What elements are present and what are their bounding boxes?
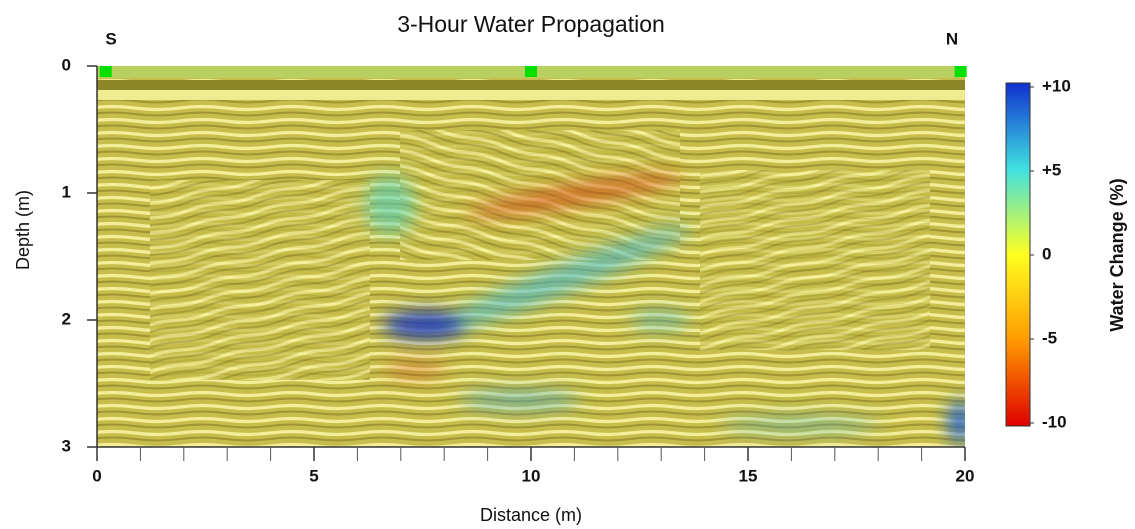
colorbar-label: Water Change (%): [1107, 178, 1127, 331]
marker: [99, 66, 112, 77]
x-tick-label: 0: [92, 466, 101, 485]
colorbar: [1005, 82, 1031, 427]
marker: [954, 66, 967, 77]
y-tick-label: 0: [62, 55, 71, 74]
x-tick-label: 10: [522, 466, 541, 485]
x-tick-label: 5: [309, 466, 318, 485]
radargram-image: [97, 66, 965, 447]
colorbar-tick-label: +10: [1042, 76, 1071, 95]
colorbar-tick-label: -5: [1042, 328, 1057, 347]
x-tick-label: 15: [739, 466, 758, 485]
colorbar-tick-label: -10: [1042, 412, 1067, 431]
y-tick-label: 2: [62, 309, 71, 328]
annotation: S: [105, 29, 116, 48]
y-tick-label: 3: [62, 436, 71, 455]
colorbar-tick-label: +5: [1042, 160, 1061, 179]
colorbar-tick-label: 0: [1042, 244, 1051, 263]
y-axis-label: Depth (m): [13, 190, 33, 270]
x-tick-label: 20: [956, 466, 975, 485]
annotation: N: [946, 29, 958, 48]
x-axis-label: Distance (m): [480, 505, 582, 525]
y-tick-label: 1: [62, 182, 71, 201]
anomalies: [365, 173, 965, 444]
marker: [525, 66, 537, 77]
chart-title: 3-Hour Water Propagation: [397, 11, 665, 37]
